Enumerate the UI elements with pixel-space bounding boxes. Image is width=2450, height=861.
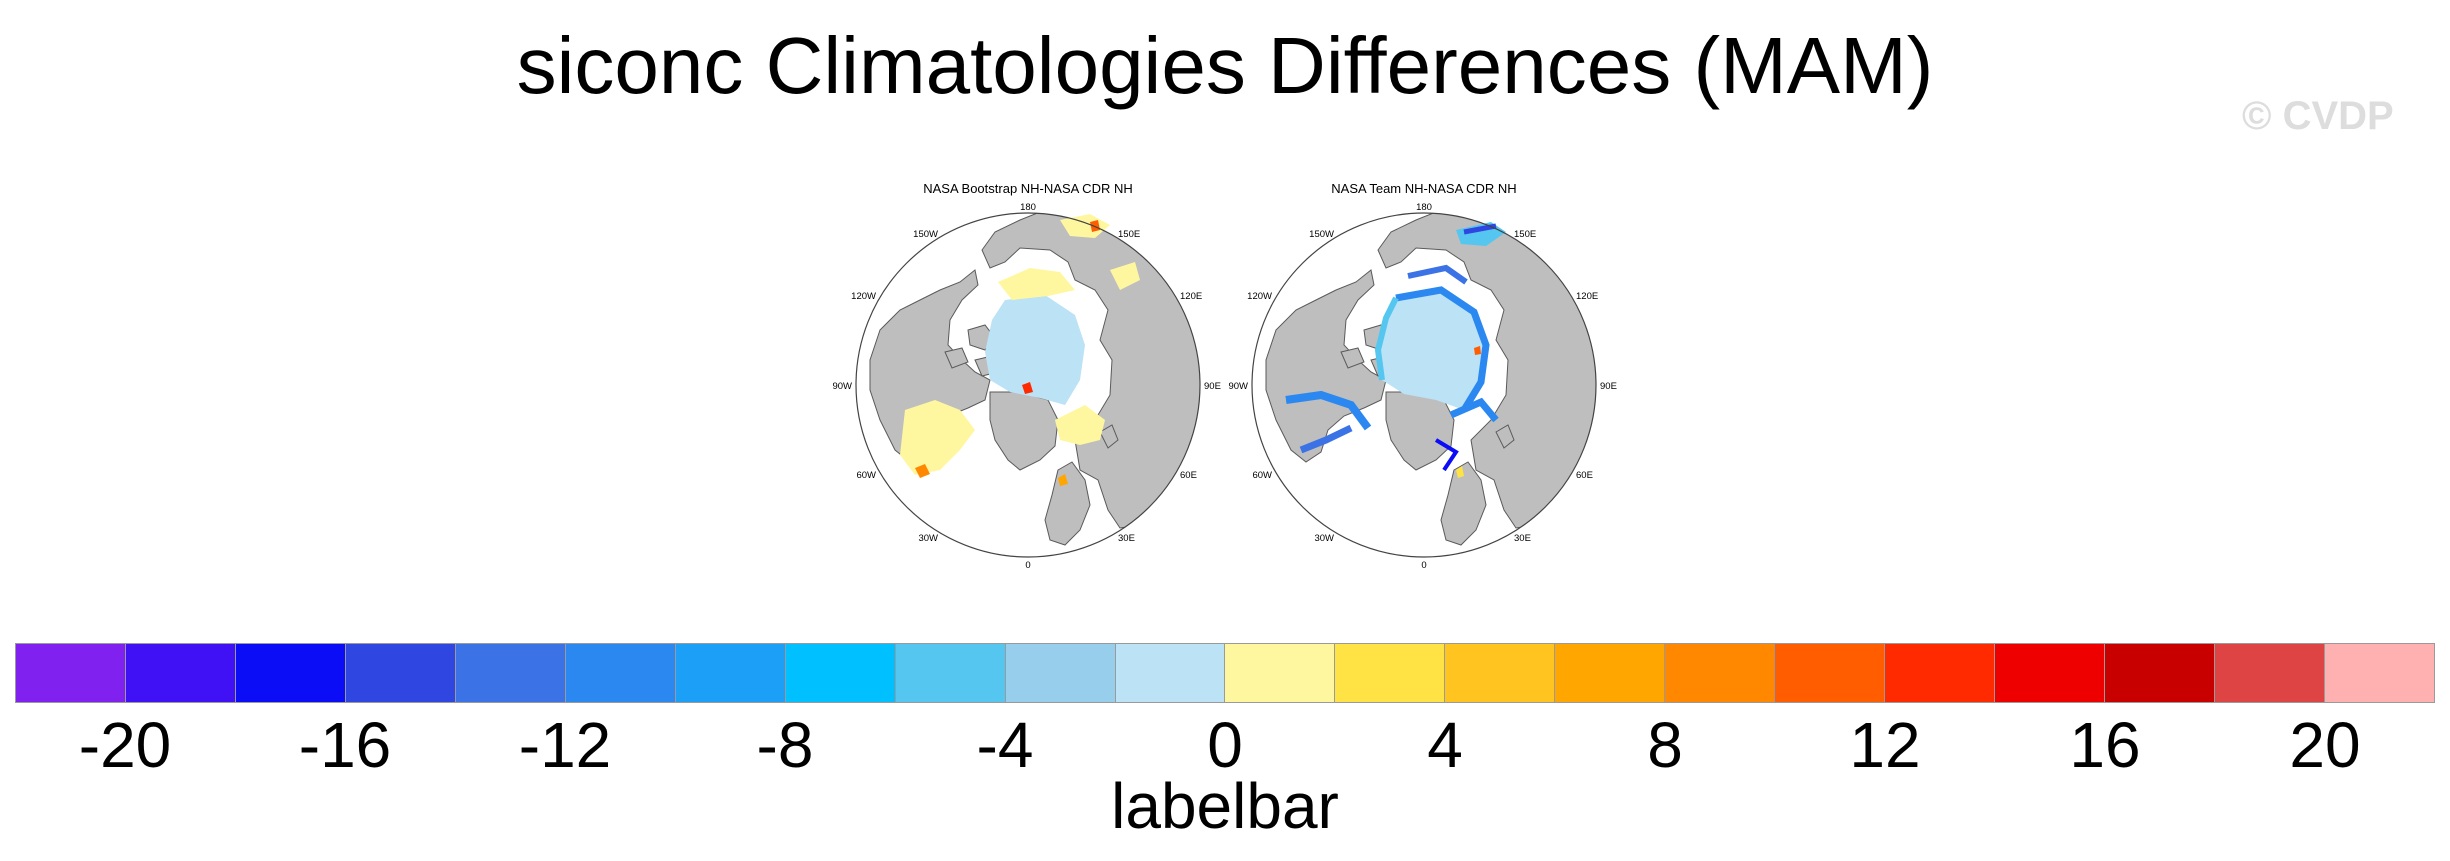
lon-label-180: 180 (1416, 202, 1432, 213)
lon-label-120e: 120E (1576, 291, 1598, 302)
colorbar-box (1335, 644, 1446, 702)
colorbar-box (675, 644, 786, 702)
colorbar-box (785, 644, 896, 702)
lon-label-60w: 60W (856, 470, 876, 481)
colorbar-tick-label: 0 (1207, 709, 1243, 781)
map-panel-team: NASA Team NH-NASA CDR NH (1228, 181, 1616, 571)
colorbar-tick-label: -16 (298, 709, 392, 781)
colorbar-box (895, 644, 1006, 702)
map-title: NASA Team NH-NASA CDR NH (1331, 181, 1516, 196)
colorbar-tick-label: -20 (78, 709, 172, 781)
lon-label-30e: 30E (1514, 533, 1531, 544)
colorbar-box (1445, 644, 1556, 702)
lon-label-60e: 60E (1576, 470, 1593, 481)
longitude-labels: 180 150E 120E 90E 60E 30E 0 30W 60W 90W … (1228, 202, 1616, 571)
lon-label-120w: 120W (851, 291, 876, 302)
lon-label-180: 180 (1020, 202, 1036, 213)
colorbar (15, 643, 2435, 703)
lon-label-0: 0 (1025, 560, 1030, 571)
lon-label-120w: 120W (1247, 291, 1272, 302)
map-frame (855, 212, 1201, 558)
colorbar-box (1225, 644, 1336, 702)
colorbar-tick-label: 16 (2069, 709, 2141, 781)
colorbar-tick-label: -8 (756, 709, 814, 781)
colorbar-box (1005, 644, 1116, 702)
colorbar-box (1555, 644, 1666, 702)
colorbar-tick-label: 12 (1849, 709, 1921, 781)
lon-label-90e: 90E (1204, 381, 1221, 392)
colorbar-box (1775, 644, 1886, 702)
colorbar-box (2215, 644, 2326, 702)
colorbar-box (1885, 644, 1996, 702)
colorbar-box (15, 644, 126, 702)
difference-field (900, 214, 1140, 486)
map-title: NASA Bootstrap NH-NASA CDR NH (923, 181, 1133, 196)
lon-label-90e: 90E (1600, 381, 1617, 392)
map-frame (1251, 212, 1597, 558)
colorbar-tick-label: -12 (518, 709, 612, 781)
lon-label-30w: 30W (918, 533, 938, 544)
colorbar-box (1115, 644, 1226, 702)
colorbar-box (1995, 644, 2106, 702)
page-title: siconc Climatologies Differences (MAM) (516, 21, 1934, 110)
longitude-labels: 180 150E 120E 90E 60E 30E 0 30W 60W 90W … (832, 202, 1220, 571)
lon-label-150w: 150W (913, 229, 938, 240)
colorbar-box (565, 644, 676, 702)
lon-label-90w: 90W (1228, 381, 1248, 392)
colorbar-tick-label: 4 (1427, 709, 1463, 781)
colorbar-box (2325, 644, 2435, 702)
lon-label-120e: 120E (1180, 291, 1202, 302)
colorbar-box (345, 644, 456, 702)
lon-label-150w: 150W (1309, 229, 1334, 240)
lon-label-150e: 150E (1118, 229, 1140, 240)
colorbar-box (1665, 644, 1776, 702)
colorbar-box (125, 644, 236, 702)
lon-label-60e: 60E (1180, 470, 1197, 481)
colorbar-title: labelbar (1111, 770, 1339, 842)
colorbar-box (235, 644, 346, 702)
colorbar-tick-label: 8 (1647, 709, 1683, 781)
lon-label-0: 0 (1421, 560, 1426, 571)
watermark: © CVDP (2242, 94, 2394, 138)
colorbar-tick-label: 20 (2289, 709, 2361, 781)
lon-label-60w: 60W (1252, 470, 1272, 481)
colorbar-box (455, 644, 566, 702)
lon-label-30e: 30E (1118, 533, 1135, 544)
colorbar-tick-label: -4 (976, 709, 1034, 781)
lon-label-30w: 30W (1314, 533, 1334, 544)
colorbar-box (2105, 644, 2216, 702)
map-panel-bootstrap: NASA Bootstrap NH-NASA CDR NH (832, 181, 1220, 571)
lon-label-150e: 150E (1514, 229, 1536, 240)
colorbar-labels: -20 -16 -12 -8 -4 0 4 8 12 16 20 (0, 710, 2450, 780)
lon-label-90w: 90W (832, 381, 852, 392)
